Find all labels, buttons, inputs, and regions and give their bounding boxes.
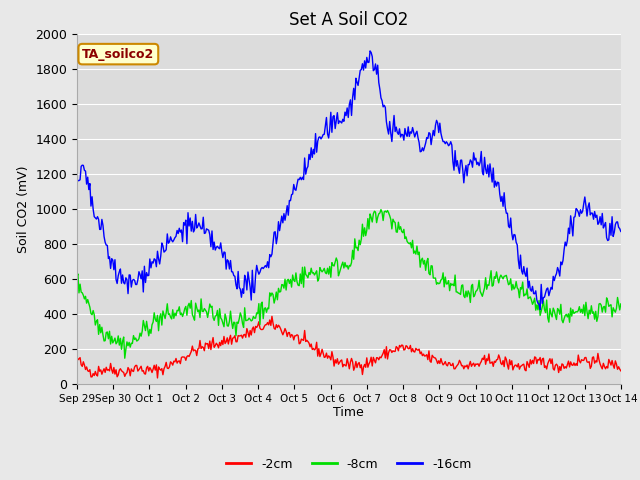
X-axis label: Time: Time: [333, 407, 364, 420]
Text: TA_soilco2: TA_soilco2: [82, 48, 154, 60]
Legend: -2cm, -8cm, -16cm: -2cm, -8cm, -16cm: [221, 453, 476, 476]
Y-axis label: Soil CO2 (mV): Soil CO2 (mV): [17, 165, 29, 252]
Title: Set A Soil CO2: Set A Soil CO2: [289, 11, 408, 29]
